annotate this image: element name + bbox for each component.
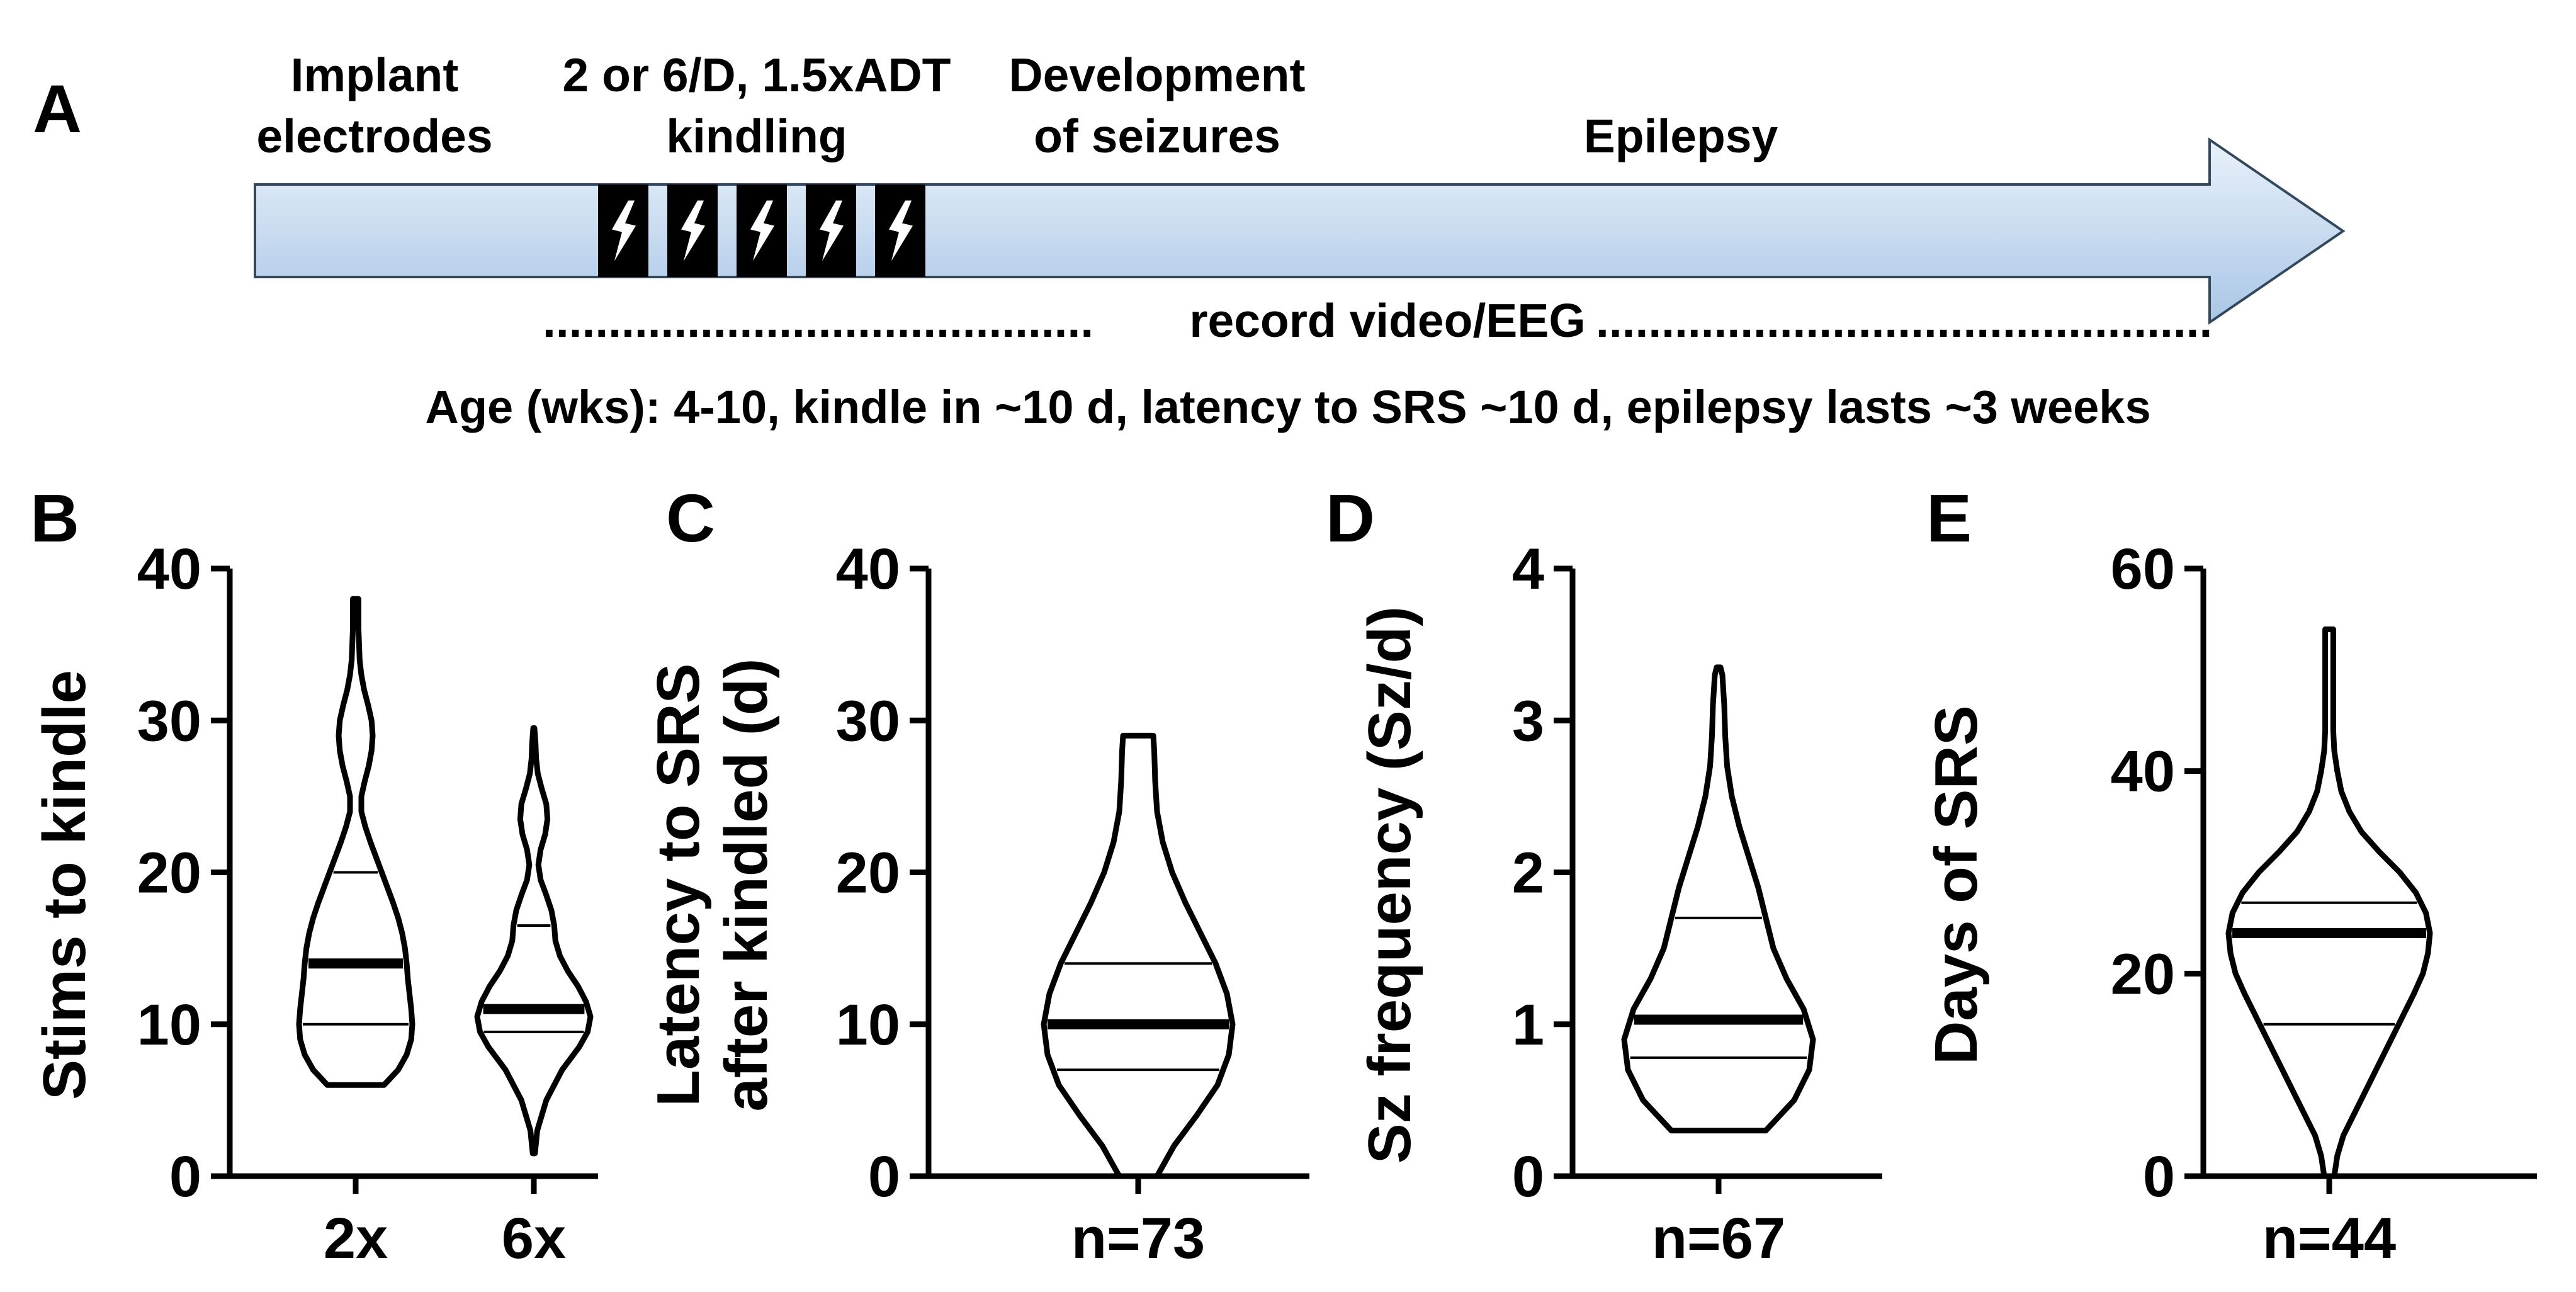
age-line: Age (wks): 4-10, kindle in ~10 d, latenc…	[425, 381, 2150, 433]
lightning-bolt-icon	[681, 200, 705, 261]
x-category-label: 6x	[502, 1206, 566, 1271]
x-category-label: n=67	[1652, 1206, 1785, 1271]
y-axis-title: after kindled (d)	[713, 658, 780, 1111]
record-dots-left: ........................................…	[543, 294, 1093, 347]
stimulus-block	[806, 184, 856, 277]
x-category-label: n=44	[2262, 1206, 2396, 1271]
record-dots-right: ........................................…	[1596, 294, 2212, 347]
label-implant-line1: Implant	[291, 48, 459, 101]
panel-a-timeline: A Implant electrodes 2 or 6/D, 1.5xADT k…	[33, 48, 2346, 433]
y-tick-label: 30	[836, 689, 900, 753]
y-axis-title: Days of SRS	[1923, 705, 1990, 1065]
y-tick-label: 0	[2143, 1145, 2175, 1209]
violin-shape	[296, 596, 415, 1088]
y-tick-label: 40	[836, 537, 900, 601]
label-development-line1: Development	[1009, 48, 1306, 101]
panel-d-violin: D 0 1 2 3 4 Sz frequency (Sz/d) n=67	[1326, 480, 1882, 1271]
y-tick-label: 4	[1512, 537, 1544, 601]
y-axis-title: Latency to SRS	[645, 663, 712, 1106]
stimulus-block	[598, 184, 648, 277]
violin-shape	[474, 725, 594, 1157]
panel-letter-c: C	[666, 480, 715, 556]
panel-letter-b: B	[30, 480, 79, 556]
y-tick-label: 20	[2111, 942, 2175, 1006]
y-tick-label: 10	[836, 993, 900, 1057]
x-category-label: 2x	[324, 1206, 388, 1271]
record-label: record video/EEG	[1189, 294, 1585, 347]
y-tick-label: 30	[137, 689, 201, 753]
lightning-bolt-icon	[820, 200, 844, 261]
violin-shape	[1041, 732, 1236, 1179]
y-tick-label: 10	[137, 993, 201, 1057]
lightning-bolt-icon	[612, 200, 636, 261]
x-category-label: n=73	[1071, 1206, 1205, 1271]
lightning-bolt-icon	[889, 200, 913, 261]
panel-letter-a: A	[33, 71, 82, 147]
y-tick-label: 20	[137, 841, 201, 905]
y-axis-title: Stims to kindle	[31, 670, 98, 1100]
label-epilepsy: Epilepsy	[1584, 110, 1778, 162]
y-tick-label: 2	[1512, 841, 1544, 905]
y-tick-label: 60	[2111, 537, 2175, 601]
panel-e-violin: E 0 20 40 60 Days of SRS n=44	[1923, 480, 2537, 1271]
stimulation-blocks	[598, 184, 925, 277]
y-axis-title: Sz frequency (Sz/d)	[1356, 606, 1423, 1164]
y-tick-label: 3	[1512, 689, 1544, 753]
panel-letter-d: D	[1326, 480, 1375, 556]
panel-c-violin: C 0 10 20 30 40 Latency to SRS after kindled (…	[645, 480, 1309, 1271]
label-kindling-line2: kindling	[666, 110, 847, 162]
panel-letter-e: E	[1926, 480, 1972, 556]
y-tick-label: 20	[836, 841, 900, 905]
y-tick-label: 1	[1512, 993, 1544, 1057]
label-development-line2: of seizures	[1034, 110, 1280, 162]
stimulus-block	[737, 184, 787, 277]
y-tick-label: 0	[1512, 1145, 1544, 1209]
y-tick-label: 40	[2111, 740, 2175, 804]
y-tick-label: 0	[169, 1145, 201, 1209]
label-kindling-line1: 2 or 6/D, 1.5xADT	[563, 48, 951, 101]
stimulus-block	[667, 184, 718, 277]
lightning-bolt-icon	[750, 200, 774, 261]
panel-b-violin: B 0 10 20 30 40 Stims to kindle 2x 6x	[30, 480, 598, 1271]
y-tick-label: 40	[137, 537, 201, 601]
y-tick-label: 0	[868, 1145, 900, 1209]
stimulus-block	[875, 184, 925, 277]
label-implant-line2: electrodes	[256, 110, 492, 162]
violin-shape	[1621, 664, 1816, 1134]
